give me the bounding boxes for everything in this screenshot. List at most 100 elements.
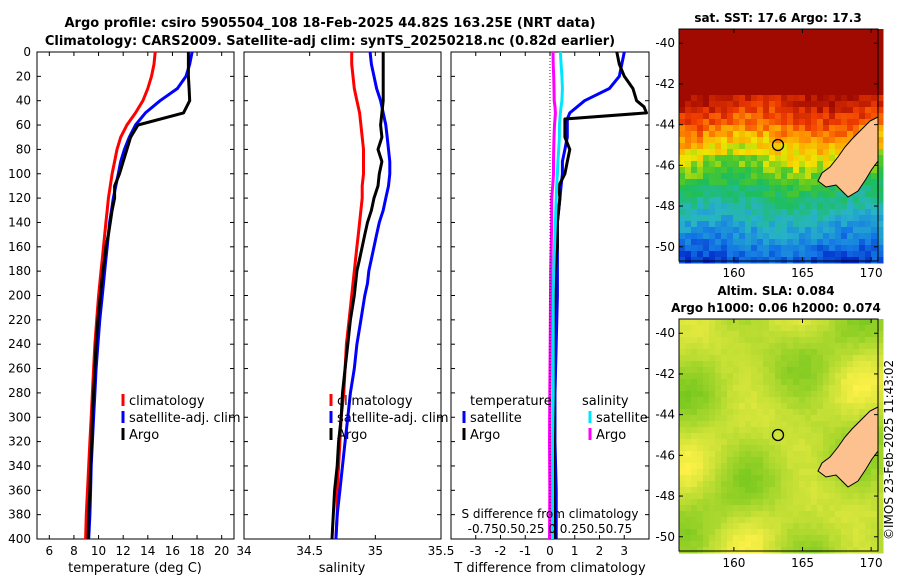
argo-position-marker <box>771 428 785 442</box>
map-cell <box>751 421 758 428</box>
map-cell <box>871 343 878 350</box>
map-cell <box>775 185 782 192</box>
map-cell <box>721 517 728 524</box>
map-cell <box>877 77 884 84</box>
map-cell <box>871 167 878 174</box>
map-cell <box>739 245 746 252</box>
map-cell <box>727 499 734 506</box>
map-cell <box>787 53 794 60</box>
map-cell <box>757 131 764 138</box>
map-cell <box>853 83 860 90</box>
map-cell <box>871 325 878 332</box>
map-cell <box>787 541 794 548</box>
map-cell <box>841 481 848 488</box>
map-cell <box>871 53 878 60</box>
map-cell <box>805 547 812 554</box>
map-cell <box>865 65 872 72</box>
map-cell <box>745 415 752 422</box>
map-cell <box>697 457 704 464</box>
map-cell <box>715 343 722 350</box>
map-cell <box>811 227 818 234</box>
map-cell <box>727 137 734 144</box>
map-cell <box>829 251 836 258</box>
map-cell <box>703 107 710 114</box>
map-cell <box>775 325 782 332</box>
map-cell <box>793 367 800 374</box>
map-cell <box>775 35 782 42</box>
map-cell <box>775 529 782 536</box>
map-cell <box>817 227 824 234</box>
map-cell <box>727 251 734 258</box>
map-cell <box>799 59 806 66</box>
map-cell <box>679 355 686 362</box>
map-cell <box>727 493 734 500</box>
map-cell <box>691 149 698 156</box>
map-cell <box>877 29 884 36</box>
map-cell <box>787 197 794 204</box>
map-cell <box>727 161 734 168</box>
map-cell <box>685 547 692 554</box>
map-cell <box>739 529 746 536</box>
map-cell <box>847 517 854 524</box>
map-cell <box>781 215 788 222</box>
map-cell <box>823 131 830 138</box>
map-cell <box>847 373 854 380</box>
map-cell <box>799 161 806 168</box>
map-cell <box>799 433 806 440</box>
map-cell <box>703 179 710 186</box>
map-cell <box>775 107 782 114</box>
map-cell <box>775 505 782 512</box>
map-cell <box>685 517 692 524</box>
map-cell <box>757 337 764 344</box>
map-cell <box>745 511 752 518</box>
map-cell <box>841 47 848 54</box>
map-cell <box>781 197 788 204</box>
map-cell <box>829 47 836 54</box>
map-cell <box>679 427 686 434</box>
map-cell <box>775 469 782 476</box>
map-cell <box>715 71 722 78</box>
x-tick-label: 0 <box>546 544 554 558</box>
map-cell <box>751 167 758 174</box>
map-cell <box>703 143 710 150</box>
map-cell <box>769 457 776 464</box>
map-cell <box>751 257 758 264</box>
map-cell <box>877 475 884 482</box>
map-cell <box>757 415 764 422</box>
map-cell <box>847 505 854 512</box>
map-cell <box>847 409 854 416</box>
map-cell <box>841 529 848 536</box>
figure-title-line2: Climatology: CARS2009. Satellite-adj cli… <box>45 34 615 49</box>
map-cell <box>739 173 746 180</box>
map-cell <box>811 47 818 54</box>
map-cell <box>787 331 794 338</box>
map-cell <box>709 457 716 464</box>
map-cell <box>721 257 728 264</box>
map-cell <box>703 65 710 72</box>
map-cell <box>757 77 764 84</box>
map-cell <box>739 325 746 332</box>
map-cell <box>835 421 842 428</box>
map-cell <box>739 433 746 440</box>
map-cell <box>799 529 806 536</box>
map-cell <box>787 41 794 48</box>
map-cell <box>859 197 866 204</box>
map-cell <box>715 403 722 410</box>
map-cell <box>745 251 752 258</box>
map-cell <box>727 517 734 524</box>
map-cell <box>841 101 848 108</box>
map-cell <box>715 427 722 434</box>
map-cell <box>841 107 848 114</box>
map-cell <box>721 337 728 344</box>
map-cell <box>853 355 860 362</box>
map-cell <box>703 343 710 350</box>
map-cell <box>715 41 722 48</box>
depth-tick-label: 200 <box>8 289 31 303</box>
map-cell <box>745 203 752 210</box>
map-cell <box>763 463 770 470</box>
map-cell <box>847 493 854 500</box>
map-cell <box>835 113 842 120</box>
map-cell <box>691 409 698 416</box>
map-cell <box>865 245 872 252</box>
map-cell <box>853 547 860 554</box>
